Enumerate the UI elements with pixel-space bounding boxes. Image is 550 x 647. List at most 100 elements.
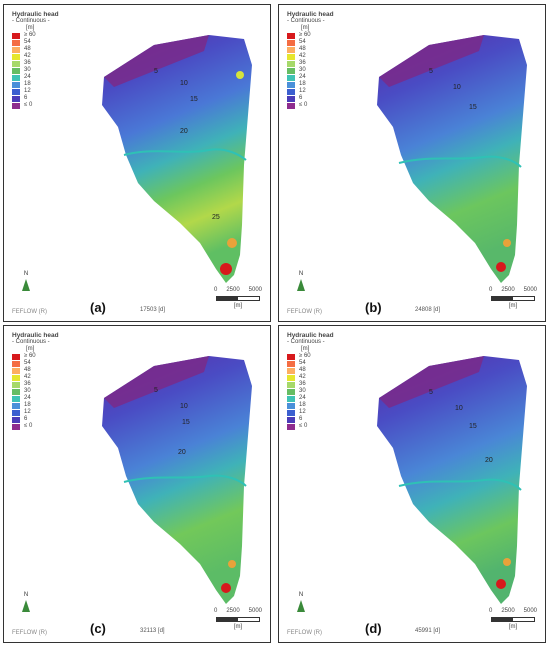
contour-line — [398, 478, 522, 491]
legend-entry-label: 30 — [24, 388, 31, 394]
legend-title: Hydraulic head — [287, 332, 334, 339]
legend-entry: 18 — [287, 81, 334, 88]
legend-title: Hydraulic head — [287, 11, 334, 18]
north-label: N — [298, 592, 304, 598]
scale-end: 5000 — [523, 287, 537, 293]
legend-entry: 42 — [12, 53, 59, 60]
legend-entry: 54 — [12, 39, 59, 46]
north-arrow-icon — [297, 279, 305, 291]
legend-entry: 48 — [12, 367, 59, 374]
legend-swatch — [12, 360, 20, 367]
legend-entry-label: 6 — [24, 416, 28, 422]
legend-swatch — [287, 360, 295, 367]
legend-entry-label: 30 — [299, 67, 306, 73]
legend-swatch — [12, 402, 20, 409]
legend-entry-label: 6 — [299, 95, 303, 101]
hydraulic-head-map: 5 10 15 20 — [102, 356, 252, 604]
aquifer-domain — [102, 35, 252, 283]
legend-swatch — [12, 409, 20, 416]
north-arrow: N — [18, 271, 34, 301]
legend-entry-label: 24 — [24, 74, 31, 80]
aquifer-domain — [102, 356, 252, 604]
scale-start: 0 — [214, 608, 218, 614]
legend-entry: 24 — [12, 395, 59, 402]
scale-start: 0 — [489, 287, 493, 293]
legend-swatch — [12, 81, 20, 88]
legend-entry-label: 36 — [24, 60, 31, 66]
north-arrow: N — [293, 592, 309, 622]
scale-bar: 0 2500 5000 [m] — [214, 608, 262, 634]
legend-entry: 36 — [287, 381, 334, 388]
scale-bar: 0 2500 5000 [m] — [214, 287, 262, 313]
scale-unit: [m] — [508, 624, 518, 630]
legend-entry: 6 — [287, 95, 334, 102]
legend-swatch — [287, 402, 295, 409]
legend-swatch — [12, 32, 20, 39]
legend-swatch — [287, 95, 295, 102]
legend-entry: 42 — [287, 53, 334, 60]
legend-swatch — [287, 67, 295, 74]
legend-entry-label: 30 — [24, 67, 31, 73]
hotspot — [221, 583, 231, 593]
scale-start: 0 — [214, 287, 218, 293]
north-label: N — [23, 592, 29, 598]
contour-label: 20 — [485, 457, 493, 464]
legend-unit: [m] — [301, 25, 310, 31]
legend-subtitle: - Continuous - — [287, 18, 325, 24]
contour-line — [123, 474, 247, 487]
legend-entry-label: ≥ 60 — [299, 353, 311, 359]
contour-label: 5 — [429, 389, 433, 396]
legend-entry: 42 — [12, 374, 59, 381]
contour-label: 5 — [154, 387, 158, 394]
scale-unit: [m] — [233, 624, 243, 630]
contour-label: 20 — [178, 449, 186, 456]
hotspot — [496, 262, 506, 272]
legend-swatch — [12, 374, 20, 381]
legend-swatch — [12, 60, 20, 67]
legend-swatch — [287, 74, 295, 81]
panel-d: Hydraulic head - Continuous - [m] ≥ 60 5 4… — [278, 325, 546, 643]
sea-boundary — [379, 356, 484, 408]
panel-a: Hydraulic head - Continuous - [m] ≥ 60 54… — [3, 4, 271, 322]
legend-swatch — [12, 381, 20, 388]
scale-start: 0 — [489, 608, 493, 614]
legend-entry-label: 30 — [299, 388, 306, 394]
legend-entry: 36 — [287, 60, 334, 67]
legend-entry-label: 54 — [24, 39, 31, 45]
contour-label: 15 — [469, 423, 477, 430]
legend-entry: 30 — [287, 67, 334, 74]
legend-entry-label: 12 — [24, 409, 31, 415]
legend-entry-label: 48 — [24, 367, 31, 373]
legend-swatch — [287, 60, 295, 67]
legend-entry: ≤ 0 — [287, 423, 334, 430]
hotspot — [227, 238, 237, 248]
legend-entry-label: 42 — [24, 374, 31, 380]
hydraulic-head-map: 5 10 15 20 — [377, 356, 527, 604]
legend-swatch — [12, 53, 20, 60]
scale-bar-graphic — [491, 296, 535, 301]
legend-entry-label: 6 — [24, 95, 28, 101]
legend-entry: 18 — [287, 402, 334, 409]
legend-entry: 42 — [287, 374, 334, 381]
legend-entry: 36 — [12, 60, 59, 67]
scale-bar: 0 2500 5000 [m] — [489, 287, 537, 313]
legend-entry-label: 18 — [24, 81, 31, 87]
contour-line — [398, 155, 522, 168]
legend-entry: 30 — [287, 388, 334, 395]
contour-label: 10 — [453, 84, 461, 91]
legend-entry: ≥ 60 — [12, 353, 59, 360]
legend-swatch — [12, 353, 20, 360]
legend: Hydraulic head - Continuous - [m] ≥ 60 54… — [12, 11, 59, 109]
legend-subtitle: - Continuous - — [287, 339, 325, 345]
legend-entry-label: 24 — [299, 395, 306, 401]
aquifer-domain — [377, 356, 527, 604]
contour-label: 25 — [212, 214, 220, 221]
legend-swatch — [287, 423, 295, 430]
legend-title: Hydraulic head — [12, 332, 59, 339]
legend-swatch — [287, 32, 295, 39]
legend-rows: ≥ 60 54 48 42 36 30 24 18 12 6 ≤ 0 — [12, 32, 59, 109]
panel-label: (b) — [365, 300, 382, 315]
legend-entry-label: 18 — [299, 402, 306, 408]
panel-label: (a) — [90, 300, 106, 315]
